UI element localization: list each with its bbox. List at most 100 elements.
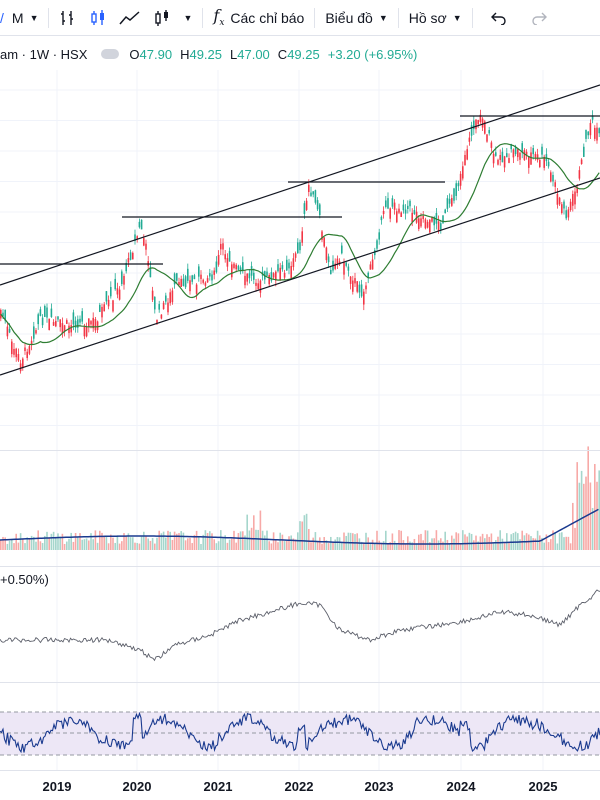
volume-bar: [376, 530, 378, 550]
volume-bar: [495, 540, 497, 550]
volume-bar: [596, 481, 598, 550]
volume-bar: [242, 531, 244, 550]
volume-bar: [492, 543, 495, 550]
low-key: L: [230, 46, 238, 62]
interval-dropdown[interactable]: M ▼: [6, 0, 45, 36]
candle-body: [257, 283, 259, 289]
line-chart-style-button[interactable]: [113, 0, 147, 36]
volume-bar: [77, 537, 79, 550]
toolbar-divider: [314, 7, 316, 28]
candle-body: [514, 146, 517, 155]
candle-body: [398, 208, 400, 213]
interval-label: M: [11, 9, 24, 26]
candle-body: [391, 198, 394, 207]
candle-body: [569, 201, 572, 211]
volume-bar: [563, 537, 565, 550]
volume-bar: [134, 542, 136, 550]
volume-bar: [107, 543, 110, 550]
change-value: +3.20 (+6.95%): [327, 46, 418, 62]
candle-body: [376, 240, 378, 249]
volume-bar: [17, 542, 20, 550]
candle-body: [35, 330, 37, 334]
redo-button[interactable]: [521, 0, 557, 36]
undo-button[interactable]: [477, 0, 521, 36]
volume-bar: [39, 541, 42, 550]
volume-bar: [338, 537, 341, 550]
volume-bar: [382, 541, 385, 550]
candle-body: [13, 348, 15, 355]
candle-body: [385, 200, 387, 207]
volume-bar: [459, 543, 462, 550]
candle-body: [228, 251, 231, 262]
volume-bar: [404, 543, 407, 550]
candle-body: [246, 273, 248, 282]
volume-bar: [561, 532, 563, 550]
line-chart-icon: [119, 10, 140, 24]
candle-body: [558, 197, 561, 205]
volume-bar: [391, 533, 394, 550]
volume-bar: [349, 532, 352, 550]
candle-body: [387, 198, 389, 209]
candle-body: [352, 280, 354, 292]
volume-bar: [237, 533, 240, 550]
candle-body: [11, 341, 13, 355]
candle-body: [404, 209, 407, 214]
candle-body: [380, 216, 383, 221]
volume-bar: [365, 532, 367, 550]
candle-body: [536, 154, 539, 161]
volume-bar: [125, 535, 127, 550]
candle-body: [310, 192, 312, 196]
candle-body: [233, 263, 235, 269]
candle-body: [363, 291, 365, 305]
candle-body: [563, 201, 565, 209]
candle-body: [325, 247, 328, 261]
chart-canvas[interactable]: [0, 0, 600, 770]
candle-chart-style-button[interactable]: [83, 0, 113, 36]
candle-body: [501, 151, 504, 163]
function-icon: fx: [213, 6, 225, 29]
candle-body: [479, 114, 482, 123]
volume-bar: [182, 532, 185, 550]
bar-chart-style-button[interactable]: [53, 0, 83, 36]
candle-body: [266, 271, 268, 276]
volume-bar: [308, 528, 310, 550]
symbol-label[interactable]: am · 1W · HSX: [0, 46, 88, 62]
profile-dropdown[interactable]: Hồ sơ ▼: [403, 0, 468, 36]
candle-body: [272, 273, 275, 278]
volume-bar: [228, 539, 231, 550]
volume-bar: [301, 521, 303, 550]
pane-divider[interactable]: [0, 566, 600, 567]
pane-divider[interactable]: [0, 682, 600, 683]
time-axis[interactable]: 2019 2020 2021 2022 2023 2024 2025: [0, 770, 600, 800]
volume-bar: [52, 531, 55, 550]
candle-body: [215, 261, 218, 273]
volume-bar: [402, 540, 405, 550]
chart-type-dropdown[interactable]: Biểu đồ ▼: [319, 0, 393, 36]
legend-toggle-icon[interactable]: [101, 49, 120, 59]
candle-body: [312, 191, 314, 195]
pane-divider[interactable]: [0, 450, 600, 451]
volume-bar: [327, 543, 330, 550]
volume-bar: [499, 530, 501, 550]
indicators-button[interactable]: fx Các chỉ báo: [207, 0, 310, 36]
volume-bar: [486, 534, 488, 550]
candle-body: [59, 319, 61, 328]
volume-bar: [587, 446, 589, 550]
volume-bar: [154, 543, 156, 550]
volume-bar: [193, 534, 196, 550]
candle-body: [24, 347, 26, 351]
volume-bar: [550, 539, 552, 550]
volume-bar: [336, 537, 339, 550]
candle-body: [63, 325, 66, 332]
volume-bar: [457, 533, 460, 550]
hollow-candle-style-button[interactable]: [147, 0, 177, 36]
candle-body: [424, 219, 427, 229]
candle-body: [402, 204, 405, 211]
candle-body: [187, 268, 189, 281]
candle-body: [556, 193, 559, 205]
chart-style-dropdown[interactable]: ▼: [177, 0, 198, 36]
candle-body: [231, 264, 233, 278]
volume-bar: [41, 543, 44, 550]
candle-body: [576, 187, 578, 193]
volume-bar: [319, 537, 321, 550]
